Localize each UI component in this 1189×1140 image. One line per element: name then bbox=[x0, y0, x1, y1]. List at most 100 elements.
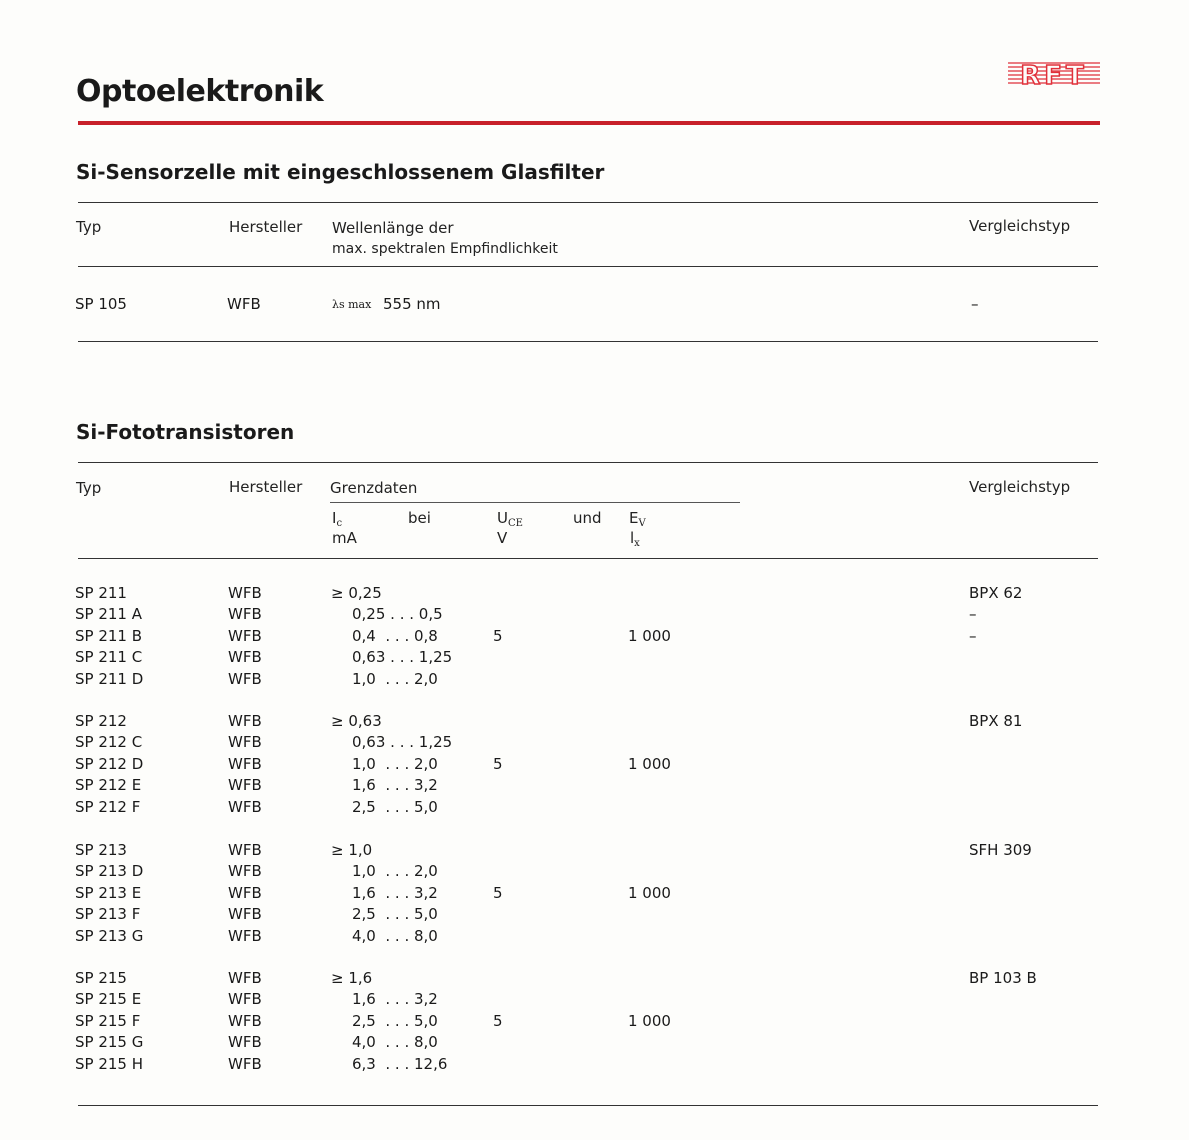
cell-ic: 1,0 . . . 2,0 bbox=[352, 862, 438, 881]
divider bbox=[78, 1105, 1098, 1106]
header-hersteller: Hersteller bbox=[229, 478, 303, 496]
divider bbox=[78, 202, 1098, 203]
cell-hersteller: WFB bbox=[228, 584, 262, 602]
divider bbox=[78, 341, 1098, 342]
cell-typ: SP 211 B bbox=[75, 626, 143, 645]
section1-title: Si-Sensorzelle mit eingeschlossenem Glas… bbox=[76, 160, 605, 184]
header-bei: bei bbox=[408, 509, 431, 527]
cell-uce: 5 bbox=[493, 626, 503, 645]
cell-hersteller: WFB bbox=[227, 295, 261, 313]
header-uce: UCE bbox=[497, 509, 523, 529]
cell-typ: SP 211 D bbox=[75, 669, 144, 688]
header-hersteller: Hersteller bbox=[229, 218, 303, 236]
header-wellenlaenge-2: max. spektralen Empfindlichkeit bbox=[332, 241, 558, 257]
svg-text:RFT: RFT bbox=[1020, 61, 1088, 88]
cell-hersteller: WFB bbox=[228, 1054, 262, 1073]
cell-wellenlaenge: 555 nm bbox=[383, 295, 441, 313]
cell-ic: 4,0 . . . 8,0 bbox=[352, 1033, 438, 1052]
cell-ic: 0,63 . . . 1,25 bbox=[352, 648, 453, 667]
cell-vergleichstyp: – bbox=[969, 605, 977, 624]
cell-ic: 1,6 . . . 3,2 bbox=[352, 776, 438, 795]
cell-typ: SP 212 F bbox=[75, 797, 141, 816]
cell-hersteller: WFB bbox=[228, 841, 262, 859]
cell-hersteller: WFB bbox=[228, 733, 262, 752]
cell-lambda: λs max bbox=[332, 298, 372, 311]
cell-typ: SP 211 A bbox=[75, 605, 142, 624]
cell-hersteller: WFB bbox=[228, 883, 262, 902]
header-ev: EV bbox=[629, 509, 646, 529]
cell-vergleichstyp: BPX 62 bbox=[969, 584, 1023, 602]
cell-ev: 1 000 bbox=[628, 1011, 671, 1030]
cell-ic: 0,4 . . . 0,8 bbox=[352, 626, 438, 645]
cell-ic: 2,5 . . . 5,0 bbox=[352, 905, 438, 924]
cell-vergleichstyp: SFH 309 bbox=[969, 841, 1032, 859]
cell-ic: 2,5 . . . 5,0 bbox=[352, 1011, 438, 1030]
cell-typ: SP 213 E bbox=[75, 883, 142, 902]
cell-typ: SP 211 C bbox=[75, 648, 143, 667]
cell-ic: 0,25 . . . 0,5 bbox=[352, 605, 443, 624]
cell-ev: 1 000 bbox=[628, 883, 671, 902]
cell-typ: SP 215 F bbox=[75, 1011, 141, 1030]
cell-ic: 1,0 . . . 2,0 bbox=[352, 669, 438, 688]
cell-typ: SP 212 C bbox=[75, 733, 143, 752]
cell-hersteller: WFB bbox=[228, 754, 262, 773]
header-uce-unit: V bbox=[497, 529, 508, 547]
cell-typ: SP 212 E bbox=[75, 776, 142, 795]
cell-typ: SP 105 bbox=[75, 295, 127, 313]
header-wellenlaenge: Wellenlänge der bbox=[332, 219, 454, 237]
header-grenzdaten: Grenzdaten bbox=[330, 479, 418, 497]
cell-ev: 1 000 bbox=[628, 754, 671, 773]
cell-hersteller: WFB bbox=[228, 905, 262, 924]
cell-hersteller: WFB bbox=[228, 1033, 262, 1052]
cell-ic: 1,6 . . . 3,2 bbox=[352, 990, 438, 1009]
title-underline bbox=[78, 121, 1100, 125]
cell-ev: 1 000 bbox=[628, 626, 671, 645]
cell-typ: SP 213 F bbox=[75, 905, 141, 924]
header-ev-unit: lx bbox=[630, 529, 640, 549]
cell-typ: SP 211 bbox=[75, 584, 127, 602]
section2-title: Si-Fototransistoren bbox=[76, 420, 295, 444]
page-title: Optoelektronik bbox=[76, 74, 324, 109]
cell-typ: SP 215 H bbox=[75, 1054, 144, 1073]
cell-hersteller: WFB bbox=[228, 776, 262, 795]
cell-hersteller: WFB bbox=[228, 990, 262, 1009]
cell-hersteller: WFB bbox=[228, 862, 262, 881]
header-typ: Typ bbox=[76, 218, 102, 236]
cell-uce: 5 bbox=[493, 754, 503, 773]
cell-ic: ≥ 0,25 bbox=[331, 584, 382, 602]
cell-typ: SP 213 G bbox=[75, 926, 144, 945]
cell-hersteller: WFB bbox=[228, 648, 262, 667]
header-ic-unit: mA bbox=[332, 529, 357, 547]
rft-logo: RFT bbox=[1008, 60, 1100, 92]
cell-ic: 4,0 . . . 8,0 bbox=[352, 926, 438, 945]
cell-hersteller: WFB bbox=[228, 797, 262, 816]
cell-typ: SP 212 D bbox=[75, 754, 144, 773]
divider bbox=[78, 462, 1098, 463]
cell-ic: 1,6 . . . 3,2 bbox=[352, 883, 438, 902]
cell-typ: SP 215 E bbox=[75, 990, 142, 1009]
header-typ: Typ bbox=[76, 479, 102, 497]
cell-ic: ≥ 1,6 bbox=[331, 969, 373, 987]
cell-typ: SP 213 bbox=[75, 841, 127, 859]
cell-ic: 0,63 . . . 1,25 bbox=[352, 733, 453, 752]
cell-vergleichstyp: BP 103 B bbox=[969, 969, 1037, 987]
header-vergleichstyp: Vergleichstyp bbox=[969, 478, 1071, 496]
cell-hersteller: WFB bbox=[228, 969, 262, 987]
header-vergleichstyp: Vergleichstyp bbox=[969, 217, 1071, 235]
cell-hersteller: WFB bbox=[228, 626, 262, 645]
cell-hersteller: WFB bbox=[228, 1011, 262, 1030]
grenzdaten-divider bbox=[330, 502, 740, 503]
cell-ic: ≥ 0,63 bbox=[331, 712, 382, 730]
cell-ic: 6,3 . . . 12,6 bbox=[352, 1054, 448, 1073]
divider bbox=[78, 558, 1098, 559]
header-und: und bbox=[573, 509, 602, 527]
cell-vergleichstyp: BPX 81 bbox=[969, 712, 1023, 730]
cell-typ: SP 215 bbox=[75, 969, 127, 987]
cell-ic: 1,0 . . . 2,0 bbox=[352, 754, 438, 773]
cell-typ: SP 213 D bbox=[75, 862, 144, 881]
cell-typ: SP 215 G bbox=[75, 1033, 144, 1052]
cell-vergleichstyp: – bbox=[971, 295, 979, 313]
cell-hersteller: WFB bbox=[228, 712, 262, 730]
divider bbox=[78, 266, 1098, 267]
cell-hersteller: WFB bbox=[228, 926, 262, 945]
